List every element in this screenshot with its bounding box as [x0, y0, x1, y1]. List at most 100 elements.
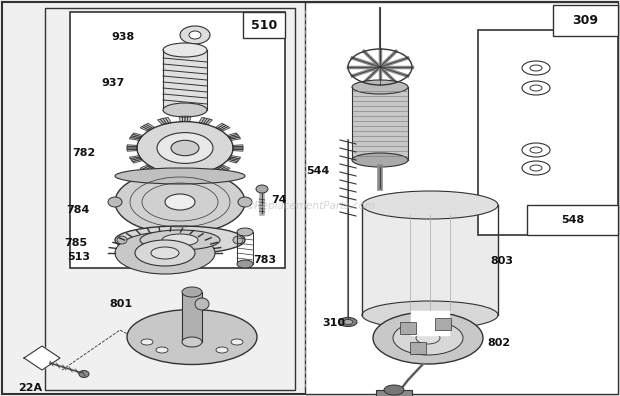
Polygon shape [182, 174, 185, 180]
Polygon shape [163, 172, 169, 178]
Polygon shape [221, 165, 230, 169]
Polygon shape [144, 167, 153, 171]
Polygon shape [203, 118, 210, 124]
Ellipse shape [151, 247, 179, 259]
Ellipse shape [237, 260, 253, 268]
Polygon shape [217, 167, 226, 171]
Polygon shape [199, 173, 205, 179]
Polygon shape [216, 123, 224, 128]
Ellipse shape [231, 339, 243, 345]
Text: 548: 548 [561, 215, 584, 225]
Polygon shape [185, 116, 188, 122]
Polygon shape [127, 148, 137, 150]
Bar [376, 390, 412, 396]
Polygon shape [163, 118, 169, 124]
Polygon shape [230, 156, 241, 159]
Ellipse shape [339, 318, 357, 326]
Ellipse shape [127, 310, 257, 364]
Polygon shape [133, 159, 143, 163]
Polygon shape [217, 124, 226, 129]
Ellipse shape [352, 80, 408, 94]
Bar [45, 8, 295, 390]
Polygon shape [130, 157, 141, 160]
Polygon shape [187, 116, 191, 122]
Text: 510: 510 [251, 19, 277, 32]
Ellipse shape [165, 194, 195, 210]
Text: 782: 782 [72, 148, 95, 158]
Polygon shape [131, 158, 141, 162]
Polygon shape [230, 137, 241, 140]
Polygon shape [127, 145, 137, 147]
Text: 801: 801 [110, 299, 133, 309]
Polygon shape [146, 168, 154, 173]
Ellipse shape [141, 339, 153, 345]
Polygon shape [144, 124, 153, 129]
Polygon shape [185, 174, 188, 180]
Polygon shape [228, 133, 237, 137]
Bar [362, 205, 498, 315]
Ellipse shape [108, 197, 122, 207]
Text: 544: 544 [307, 166, 330, 176]
Polygon shape [127, 147, 137, 148]
Bar [182, 292, 202, 342]
Ellipse shape [256, 185, 268, 193]
Ellipse shape [362, 191, 498, 219]
Bar [410, 342, 426, 354]
Bar [243, 12, 285, 38]
Ellipse shape [115, 232, 215, 274]
Polygon shape [24, 346, 60, 370]
Bar [478, 30, 618, 235]
Text: 938: 938 [112, 32, 135, 42]
Text: 74: 74 [271, 195, 286, 205]
Ellipse shape [362, 301, 498, 329]
Ellipse shape [189, 31, 201, 39]
Text: ©ReplacementParts.com: ©ReplacementParts.com [244, 201, 376, 211]
Polygon shape [142, 126, 151, 130]
Ellipse shape [115, 168, 245, 184]
Polygon shape [232, 145, 243, 147]
Polygon shape [205, 171, 212, 177]
Polygon shape [130, 137, 140, 140]
Polygon shape [179, 116, 183, 122]
Bar [163, 50, 207, 110]
Ellipse shape [384, 385, 404, 395]
Polygon shape [201, 172, 207, 178]
Polygon shape [205, 119, 212, 125]
Polygon shape [160, 172, 167, 177]
Text: 937: 937 [102, 78, 125, 88]
Bar [70, 12, 285, 268]
Ellipse shape [115, 170, 245, 234]
Polygon shape [219, 166, 228, 171]
Polygon shape [179, 174, 183, 180]
Polygon shape [166, 118, 171, 123]
Ellipse shape [238, 197, 252, 207]
Text: 803: 803 [490, 256, 513, 266]
Polygon shape [228, 158, 239, 162]
Polygon shape [233, 148, 243, 150]
Text: 22A: 22A [18, 383, 42, 393]
Ellipse shape [180, 26, 210, 44]
Ellipse shape [163, 43, 207, 57]
Ellipse shape [162, 234, 198, 246]
Ellipse shape [195, 298, 209, 310]
Ellipse shape [171, 140, 199, 156]
Ellipse shape [233, 236, 243, 244]
Ellipse shape [343, 320, 353, 324]
Bar [435, 318, 451, 330]
Ellipse shape [79, 371, 89, 377]
Ellipse shape [416, 332, 440, 344]
Text: 784: 784 [66, 205, 90, 215]
Polygon shape [166, 173, 171, 179]
Polygon shape [133, 133, 143, 137]
Ellipse shape [182, 337, 202, 347]
Ellipse shape [157, 133, 213, 164]
Polygon shape [130, 136, 141, 139]
Polygon shape [187, 174, 191, 180]
Polygon shape [199, 118, 205, 123]
Text: 783: 783 [253, 255, 276, 265]
Polygon shape [411, 311, 449, 335]
Ellipse shape [140, 230, 220, 250]
Polygon shape [229, 157, 239, 160]
Ellipse shape [393, 321, 463, 355]
Text: 309: 309 [572, 14, 598, 27]
